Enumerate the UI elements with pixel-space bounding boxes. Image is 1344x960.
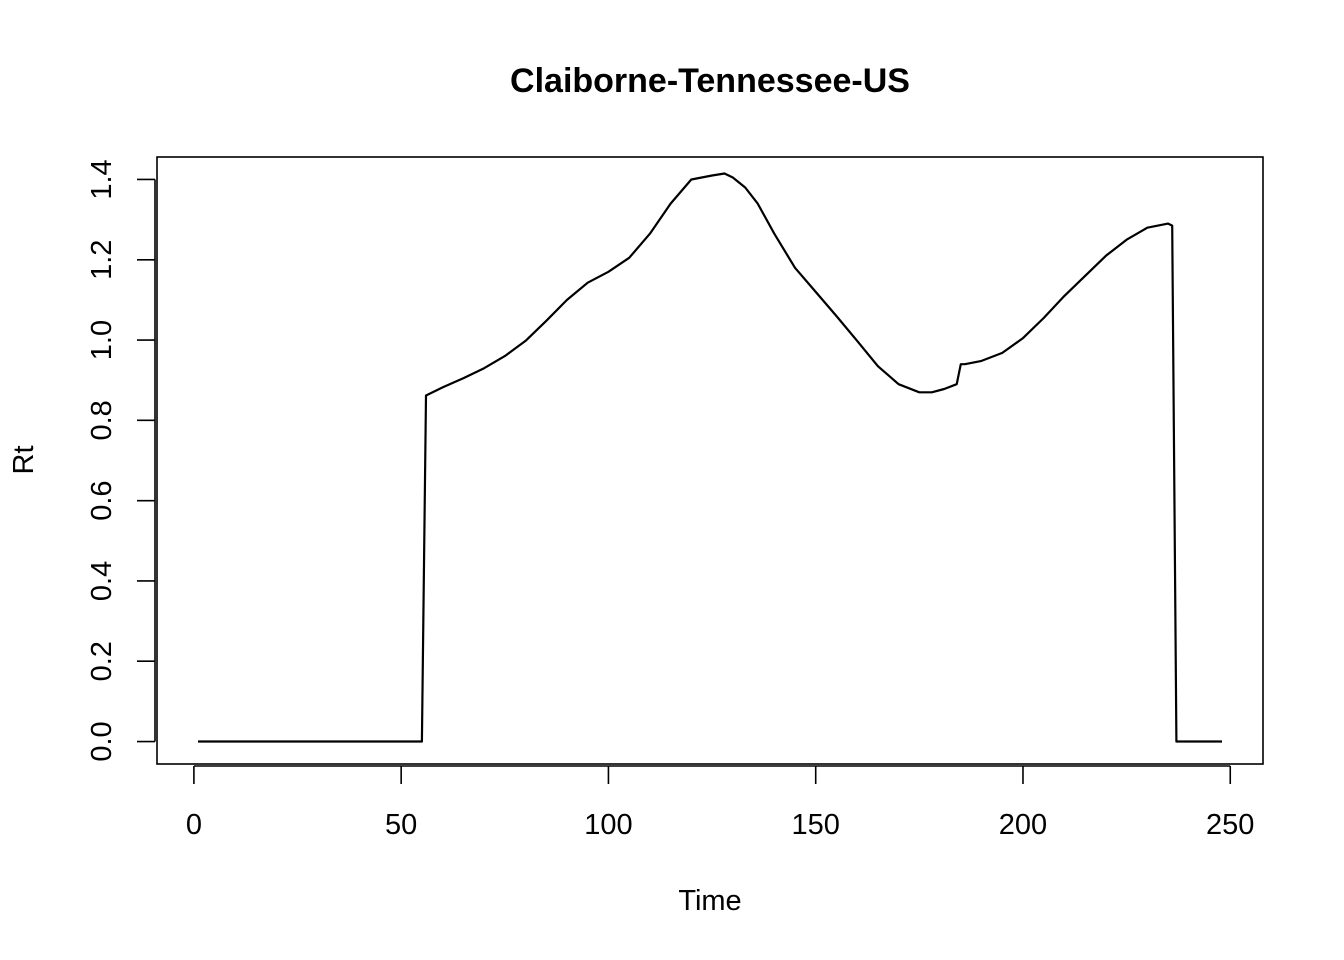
series-layer	[198, 172, 1222, 743]
x-tick-label: 150	[792, 809, 840, 841]
y-tick-label: 1.0	[86, 320, 118, 360]
y-tick-label: 1.4	[86, 159, 118, 199]
x-tick-label: 200	[999, 809, 1047, 841]
x-tick-label: 100	[584, 809, 632, 841]
x-tick-label: 0	[186, 809, 202, 841]
y-tick-label: 0.0	[86, 721, 118, 761]
y-tick-label: 0.6	[86, 480, 118, 520]
y-tick-label: 0.8	[86, 400, 118, 440]
y-axis: 0.0 0.2 0.4 0.6 0.8 1.0 1.2 1.4	[86, 159, 156, 762]
chart-title: Claiborne-Tennessee-US	[510, 62, 910, 100]
x-tick-label: 250	[1206, 809, 1254, 841]
x-axis: 0 50 100 150 200 250	[186, 765, 1254, 841]
plot-area-frame	[156, 156, 1264, 765]
y-tick-label: 0.2	[86, 641, 118, 681]
y-tick-label: 1.2	[86, 240, 118, 280]
y-axis-label: Rt	[8, 446, 40, 475]
series-line	[198, 172, 1222, 743]
y-tick-label: 0.4	[86, 561, 118, 601]
x-tick-label: 50	[385, 809, 417, 841]
x-axis-label: Time	[678, 885, 741, 917]
